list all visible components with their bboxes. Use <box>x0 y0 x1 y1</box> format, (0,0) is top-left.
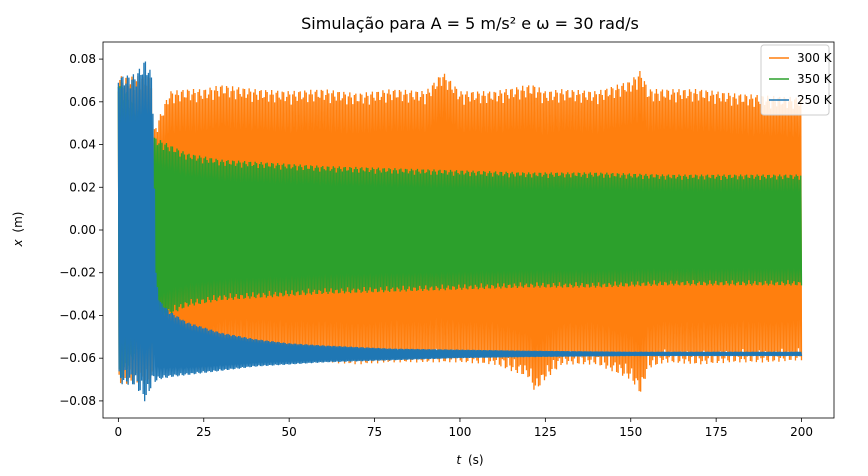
legend-label: 350 K <box>797 72 833 86</box>
chart-title: Simulação para A = 5 m/s² e ω = 30 rad/s <box>301 14 639 33</box>
legend-label: 250 K <box>797 93 833 107</box>
series-line-250-k <box>117 61 803 402</box>
y-tick-label: 0.00 <box>69 223 96 237</box>
x-tick-label: 0 <box>115 425 123 439</box>
y-tick-label: −0.02 <box>59 266 96 280</box>
y-tick-label: 0.06 <box>69 95 96 109</box>
x-tick-label: 125 <box>534 425 557 439</box>
legend-label: 300 K <box>797 51 833 65</box>
y-tick-label: 0.02 <box>69 180 96 194</box>
x-tick-label: 100 <box>449 425 472 439</box>
y-axis-label: x (m) <box>11 212 25 248</box>
x-tick-label: 200 <box>790 425 813 439</box>
axes: 0 25 50 75 100 125 150 175 200 −0.08 −0.06 −0.04 −0.… <box>59 41 835 439</box>
legend: 300 K 350 K 250 K <box>760 44 833 116</box>
x-tick-label: 175 <box>705 425 728 439</box>
x-tick-label: 50 <box>282 425 297 439</box>
series-line-350-k <box>117 81 803 378</box>
y-tick-label: 0.08 <box>69 52 96 66</box>
y-tick-label: 0.04 <box>69 138 96 152</box>
x-tick-label: 150 <box>619 425 642 439</box>
y-tick-label: −0.08 <box>59 394 96 408</box>
y-tick-label: −0.06 <box>59 351 96 365</box>
y-tick-label: −0.04 <box>59 308 96 322</box>
legend-box <box>760 44 830 116</box>
x-tick-label: 25 <box>196 425 211 439</box>
x-tick-label: 75 <box>367 425 382 439</box>
x-axis-label: t (s) <box>456 453 483 467</box>
plot-area <box>117 61 803 402</box>
